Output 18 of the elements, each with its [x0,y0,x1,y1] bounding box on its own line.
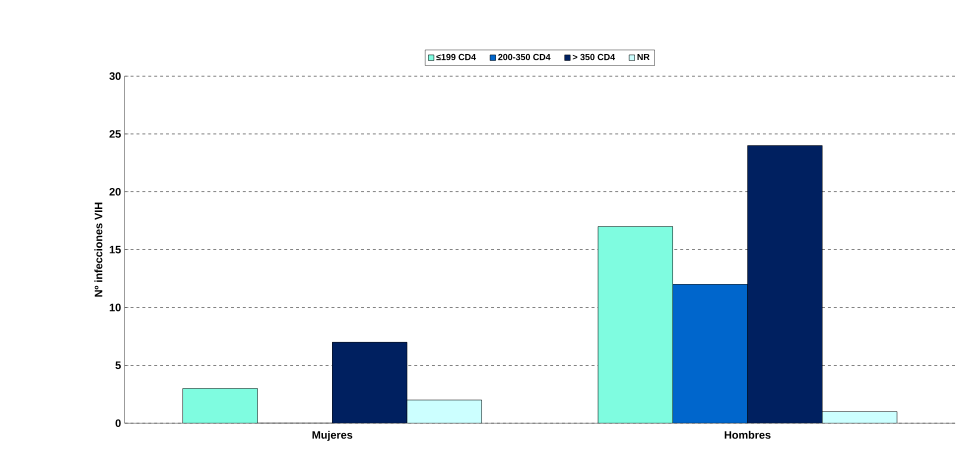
bar [332,342,408,424]
y-tick-label: 15 [110,246,121,254]
bar [747,145,823,424]
legend-label: NR [638,54,650,60]
y-axis-title: Nº infecciones VIH [94,202,102,297]
legend-label: 200-350 CD4 [498,54,551,60]
x-tick-label: Mujeres [312,430,352,442]
y-tick-label: 0 [116,419,121,428]
bar [598,226,674,424]
bar [182,388,258,424]
x-tick-label: Hombres [724,430,771,439]
y-tick-label: 25 [109,130,121,138]
y-tick-label: 30 [109,72,121,80]
y-tick-label: 20 [109,188,121,196]
y-tick-label: 10 [110,304,121,312]
legend-label: ≤199 CD4 [436,54,476,60]
legend-label: > 350 CD4 [572,54,616,60]
y-tick-label: 5 [115,362,121,370]
